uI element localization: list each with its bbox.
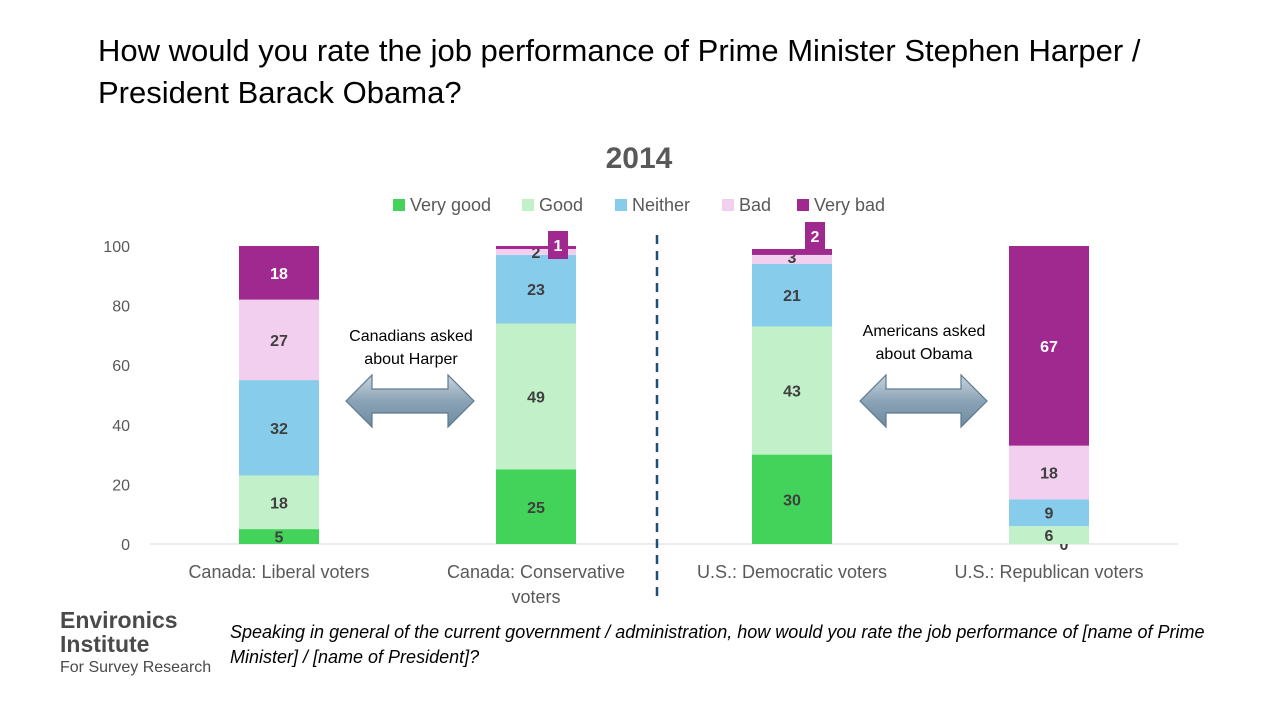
bar-segment xyxy=(239,246,319,300)
data-label: 6 xyxy=(1045,528,1054,545)
bar-segment xyxy=(1009,445,1089,500)
data-label-box xyxy=(548,231,568,259)
bar-segment xyxy=(752,248,832,255)
data-label: 2 xyxy=(811,229,820,246)
data-label: 18 xyxy=(270,495,288,512)
data-label: 21 xyxy=(783,288,801,305)
y-axis: 0 20 40 60 80 100 xyxy=(103,239,130,554)
bar-segment xyxy=(496,323,576,470)
y-tick-label: 100 xyxy=(103,239,130,256)
legend-label: Very bad xyxy=(814,195,885,215)
data-label: 0 xyxy=(1060,537,1069,554)
legend-label: Neither xyxy=(632,195,690,215)
x-axis: Canada: Liberal voters Canada: Conservati… xyxy=(188,562,1143,607)
legend-label: Good xyxy=(539,195,583,215)
legend-label: Very good xyxy=(410,195,491,215)
data-label: 27 xyxy=(270,333,288,350)
bar-segment xyxy=(496,248,576,255)
data-label: 25 xyxy=(527,500,545,517)
data-label-box xyxy=(805,222,825,250)
chart-title: 2014 xyxy=(606,142,673,175)
bar-segment xyxy=(239,380,319,476)
y-tick-label: 20 xyxy=(112,477,130,494)
annotation-left: Canadians asked about Harper xyxy=(345,328,475,429)
data-label: 18 xyxy=(270,266,288,283)
bar-segment xyxy=(1009,526,1089,544)
data-label: 1 xyxy=(554,238,563,255)
y-tick-label: 60 xyxy=(112,358,130,375)
data-label: 23 xyxy=(527,282,545,299)
bar-segment xyxy=(496,246,576,249)
annotation-right-line1: Americans asked xyxy=(863,323,986,340)
bar-segment xyxy=(1009,499,1089,527)
data-label: 5 xyxy=(275,530,284,547)
bar-segment xyxy=(752,326,832,455)
legend-swatch xyxy=(615,199,627,211)
data-label: 3 xyxy=(788,250,797,267)
legend: Very good Good Neither Bad Very bad xyxy=(393,195,885,215)
x-category-label: U.S.: Democratic voters xyxy=(697,562,887,582)
legend-label: Bad xyxy=(739,195,771,215)
data-label: 43 xyxy=(783,384,801,401)
logo-name-line1: Environics xyxy=(60,607,178,633)
x-category-label: Canada: Liberal voters xyxy=(188,562,369,582)
y-tick-label: 40 xyxy=(112,418,130,435)
environics-logo: Environics Institute For Survey Research xyxy=(60,608,230,678)
legend-swatch xyxy=(522,199,534,211)
bar-segment xyxy=(752,254,832,264)
bar-segment xyxy=(496,254,576,324)
double-arrow-icon xyxy=(345,373,475,429)
y-tick-label: 0 xyxy=(121,537,130,554)
bar-segment xyxy=(496,469,576,544)
bar-segment xyxy=(239,475,319,530)
data-label: 9 xyxy=(1045,506,1054,523)
x-category-label: U.S.: Republican voters xyxy=(954,562,1143,582)
annotation-right-line2: about Obama xyxy=(876,346,973,363)
bar-segment xyxy=(752,263,832,327)
bar-segment xyxy=(239,529,319,544)
legend-swatch xyxy=(797,199,809,211)
data-label: 30 xyxy=(783,492,801,509)
logo-subtitle: For Survey Research xyxy=(60,659,212,676)
bar-segment xyxy=(1009,246,1089,446)
bar-segment xyxy=(752,454,832,544)
data-label: 67 xyxy=(1040,339,1058,356)
page-title: How would you rate the job performance o… xyxy=(98,33,1141,110)
data-label: 18 xyxy=(1040,465,1058,482)
bar-segment xyxy=(239,299,319,381)
logo-name-line2: Institute xyxy=(60,631,150,657)
annotation-left-line2: about Harper xyxy=(364,351,458,368)
annotation-right: Americans asked about Obama xyxy=(859,323,988,429)
x-category-label: Canada: Conservative xyxy=(447,562,625,582)
y-tick-label: 80 xyxy=(112,299,130,316)
data-label: 2 xyxy=(532,245,541,262)
legend-swatch xyxy=(722,199,734,211)
x-category-label: voters xyxy=(511,587,560,607)
legend-swatch xyxy=(393,199,405,211)
double-arrow-icon xyxy=(859,373,988,429)
footnote: Speaking in general of the current gover… xyxy=(230,622,1205,667)
data-label: 49 xyxy=(527,389,545,406)
annotation-left-line1: Canadians asked xyxy=(349,328,473,345)
data-label: 32 xyxy=(270,421,288,438)
